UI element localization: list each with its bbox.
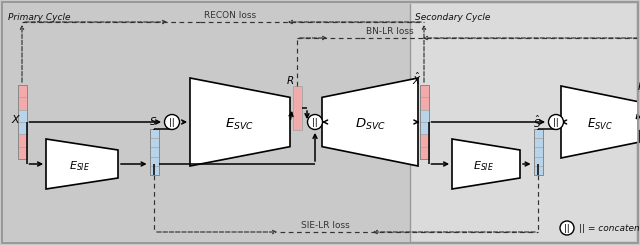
Bar xyxy=(534,147,543,157)
Bar xyxy=(419,134,429,147)
Bar xyxy=(150,166,159,175)
Text: Primary Cycle: Primary Cycle xyxy=(8,13,70,22)
Bar xyxy=(534,129,543,175)
Bar xyxy=(419,110,429,122)
Bar xyxy=(419,97,429,110)
Text: Secondary Cycle: Secondary Cycle xyxy=(415,13,490,22)
Bar xyxy=(534,129,543,138)
Bar xyxy=(17,134,26,147)
Bar xyxy=(17,85,26,159)
Polygon shape xyxy=(561,86,639,158)
Text: ||: || xyxy=(312,118,318,126)
Bar xyxy=(419,147,429,159)
Polygon shape xyxy=(322,78,418,166)
Text: $E_{SIE}$: $E_{SIE}$ xyxy=(69,159,91,173)
Bar xyxy=(4,4,408,241)
Text: ||: || xyxy=(169,118,175,126)
Text: ||: || xyxy=(553,118,559,126)
Text: $E_{SVC}$: $E_{SVC}$ xyxy=(225,116,255,132)
Circle shape xyxy=(560,221,574,235)
Polygon shape xyxy=(190,78,290,166)
Bar xyxy=(17,147,26,159)
Circle shape xyxy=(307,114,323,130)
Bar xyxy=(150,138,159,147)
Bar xyxy=(419,85,429,159)
Bar xyxy=(534,138,543,147)
Text: $D_{SVC}$: $D_{SVC}$ xyxy=(355,116,385,132)
Bar xyxy=(534,166,543,175)
Text: S: S xyxy=(150,117,156,127)
Bar xyxy=(150,129,159,138)
Text: ||: || xyxy=(564,223,570,233)
Bar xyxy=(419,122,429,134)
Bar xyxy=(150,129,159,175)
Text: R: R xyxy=(286,76,294,86)
Circle shape xyxy=(548,114,563,130)
Bar xyxy=(150,157,159,166)
Polygon shape xyxy=(46,139,118,189)
Bar xyxy=(17,85,26,97)
Bar xyxy=(17,110,26,122)
Text: $\hat{X}$: $\hat{X}$ xyxy=(412,71,422,87)
Bar xyxy=(534,157,543,166)
Text: $E_{SVC}$: $E_{SVC}$ xyxy=(587,116,613,132)
Text: $\hat{S}$: $\hat{S}$ xyxy=(533,114,541,130)
Bar xyxy=(637,91,640,129)
Bar xyxy=(410,4,636,241)
Bar xyxy=(17,122,26,134)
Bar xyxy=(150,147,159,157)
Text: $\hat{R}$: $\hat{R}$ xyxy=(637,77,640,93)
Bar xyxy=(419,85,429,97)
Text: X: X xyxy=(11,115,19,125)
Bar xyxy=(17,97,26,110)
Text: RECON loss: RECON loss xyxy=(204,11,256,20)
Circle shape xyxy=(164,114,179,130)
Text: || = concatenate: || = concatenate xyxy=(579,223,640,233)
Text: SIE-LR loss: SIE-LR loss xyxy=(301,221,349,230)
Text: BN-LR loss: BN-LR loss xyxy=(366,27,414,36)
Polygon shape xyxy=(452,139,520,189)
Bar xyxy=(292,86,301,130)
Text: $E_{SIE}$: $E_{SIE}$ xyxy=(474,159,495,173)
